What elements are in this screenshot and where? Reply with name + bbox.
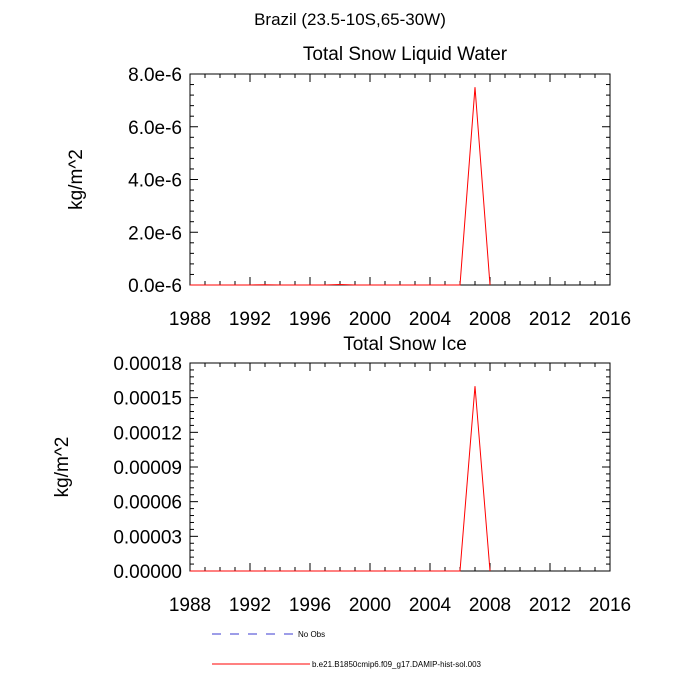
y-tick-label: 8.0e-6	[128, 65, 182, 86]
y-tick-label: 0.0e-6	[128, 276, 182, 297]
panel-title: Total Snow Ice	[343, 334, 467, 355]
x-tick-label: 1988	[169, 595, 211, 616]
panel-snow-liquid-water: 1988 1992 1996 2000 2004 2008 2012 2016 0.0e-6 2.…	[66, 44, 631, 330]
y-tick-label: 0.00000	[113, 562, 182, 583]
legend-label: b.e21.B1850cmip6.f09_g17.DAMIP-hist-sol.…	[312, 660, 482, 669]
legend-label: No Obs	[298, 630, 325, 639]
y-tick-label: 0.00006	[113, 493, 182, 514]
y-tick-label: 0.00015	[113, 389, 182, 410]
series-line	[190, 87, 491, 286]
x-tick-label: 2008	[469, 595, 511, 616]
y-axis-label: kg/m^2	[66, 149, 87, 210]
x-tick-label: 1988	[169, 309, 211, 330]
x-tick-label: 2000	[349, 309, 391, 330]
x-tick-label: 1996	[289, 309, 331, 330]
y-axis-label: kg/m^2	[52, 437, 73, 498]
figure-title: Brazil (23.5-10S,65-30W)	[254, 10, 446, 29]
x-tick-label: 2004	[409, 309, 452, 330]
x-tick-label: 2012	[529, 309, 571, 330]
x-tick-label: 2016	[589, 595, 631, 616]
y-tick-label: 0.00009	[113, 458, 182, 479]
series-line	[190, 386, 491, 572]
y-tick-label: 4.0e-6	[128, 171, 182, 192]
plot-frame	[189, 362, 611, 572]
legend: No Obs b.e21.B1850cmip6.f09_g17.DAMIP-his…	[212, 630, 482, 669]
x-tick-label: 2008	[469, 309, 511, 330]
x-tick-label: 1992	[229, 309, 271, 330]
x-tick-label: 2016	[589, 309, 631, 330]
x-tick-label: 2000	[349, 595, 391, 616]
x-tick-label: 2012	[529, 595, 571, 616]
y-tick-label: 2.0e-6	[128, 223, 182, 244]
y-tick-label: 0.00012	[113, 423, 182, 444]
x-tick-label: 2004	[409, 595, 452, 616]
plot-frame	[189, 73, 611, 286]
x-tick-label: 1996	[289, 595, 331, 616]
y-tick-label: 6.0e-6	[128, 118, 182, 139]
panel-title: Total Snow Liquid Water	[303, 44, 508, 65]
y-tick-label: 0.00003	[113, 527, 182, 548]
x-tick-label: 1992	[229, 595, 271, 616]
panel-snow-ice: 1988 1992 1996 2000 2004 2008 2012 2016 0.00000 0…	[52, 334, 631, 616]
y-tick-label: 0.00018	[113, 354, 182, 375]
